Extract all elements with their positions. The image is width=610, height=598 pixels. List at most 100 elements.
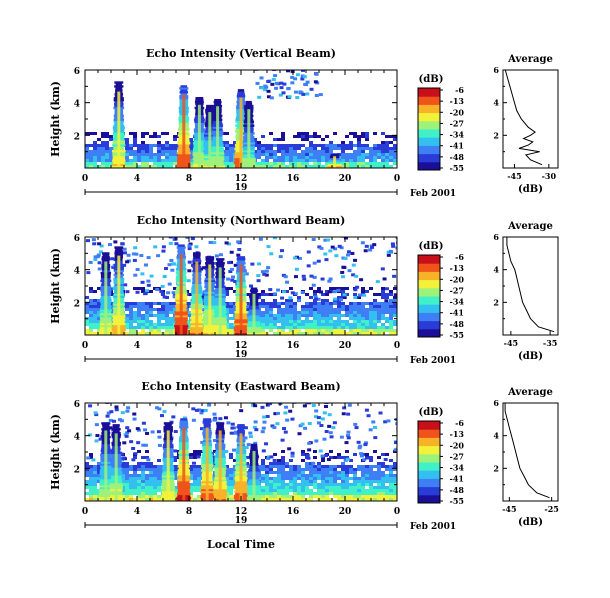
cloud-column-cell [216, 428, 225, 431]
colorbar-swatch [418, 112, 440, 122]
cloud-column-core [239, 264, 243, 335]
echo-cell [257, 147, 261, 150]
echo-cell [369, 326, 373, 329]
echo-cell [377, 492, 381, 495]
echo-cell [125, 302, 129, 305]
echo-cell [357, 465, 361, 468]
echo-cell [143, 428, 148, 432]
echo-cell [293, 165, 297, 168]
echo-cell [89, 468, 93, 471]
echo-cell [337, 314, 341, 317]
echo-cell [255, 81, 260, 85]
echo-cell [321, 326, 325, 329]
echo-cell [377, 314, 381, 317]
echo-cell [321, 320, 325, 323]
echo-cell [257, 95, 262, 99]
echo-cell [321, 147, 325, 150]
echo-cell [381, 314, 385, 317]
echo-cell [309, 311, 313, 314]
echo-cell [149, 320, 153, 323]
echo-cell [357, 329, 361, 332]
echo-cell [224, 241, 229, 245]
echo-cell [125, 474, 129, 477]
echo-cell [312, 261, 317, 265]
echo-cell [353, 132, 357, 135]
echo-cell [365, 138, 369, 141]
echo-cell [341, 468, 345, 471]
echo-cell [309, 465, 313, 468]
echo-cell [341, 156, 345, 159]
echo-cell [381, 465, 385, 468]
echo-cell [161, 314, 165, 317]
echo-cell [382, 277, 387, 281]
echo-cell [85, 132, 89, 135]
echo-cell [351, 263, 356, 267]
echo-cell [261, 305, 265, 308]
echo-cell [261, 459, 265, 462]
echo-cell [363, 443, 368, 447]
echo-cell [341, 159, 345, 162]
echo-cell [301, 314, 305, 317]
echo-cell [157, 332, 161, 335]
echo-cell [233, 141, 237, 144]
echo-cell [357, 326, 361, 329]
echo-cell [364, 408, 369, 412]
echo-cell [325, 477, 329, 480]
echo-cell [393, 287, 397, 290]
echo-cell [97, 302, 101, 305]
echo-cell [321, 468, 325, 471]
echo-cell [265, 293, 269, 296]
echo-cell [329, 456, 333, 459]
echo-cell [393, 492, 397, 495]
echo-cell [324, 403, 329, 405]
day-label: 19 [235, 516, 248, 526]
echo-cell [149, 323, 153, 326]
colorbar-swatch [418, 453, 440, 463]
echo-cell [321, 156, 325, 159]
echo-cell [265, 308, 269, 311]
echo-cell [325, 329, 329, 332]
echo-cell [309, 495, 313, 498]
echo-cell [285, 495, 289, 498]
echo-cell [289, 299, 293, 302]
echo-cell [381, 489, 385, 492]
echo-cell [85, 305, 89, 308]
echo-cell [297, 153, 301, 156]
echo-cell [345, 474, 349, 477]
echo-cell [273, 153, 277, 156]
cloud-column-core [114, 433, 118, 501]
echo-cell [281, 311, 285, 314]
echo-cell [273, 314, 277, 317]
echo-cell [114, 408, 119, 412]
echo-cell [377, 477, 381, 480]
echo-cell [301, 162, 305, 165]
echo-cell [85, 329, 89, 332]
echo-cell [369, 459, 373, 462]
echo-cell [281, 135, 285, 138]
echo-cell [349, 153, 353, 156]
echo-cell [259, 76, 264, 80]
echo-cell [381, 326, 385, 329]
echo-cell [131, 458, 136, 462]
echo-cell [245, 293, 249, 296]
echo-cell [85, 159, 89, 162]
echo-cell [125, 141, 129, 144]
echo-cell [169, 332, 173, 335]
echo-cell [349, 459, 353, 462]
echo-cell [173, 459, 177, 462]
echo-cell [193, 474, 197, 477]
echo-cell [305, 156, 309, 159]
echo-cell [329, 302, 333, 305]
echo-cell [337, 144, 341, 147]
colorbar-tick-label: -13 [450, 96, 465, 106]
colorbar-tick-label: -41 [450, 141, 464, 151]
echo-cell [313, 156, 317, 159]
echo-cell [244, 272, 249, 276]
echo-cell [313, 305, 317, 308]
echo-cell [261, 150, 265, 153]
echo-cell [369, 474, 373, 477]
echo-cell [141, 474, 145, 477]
echo-cell [89, 317, 93, 320]
x-tick-label: 20 [339, 174, 352, 184]
echo-cell [261, 477, 265, 480]
